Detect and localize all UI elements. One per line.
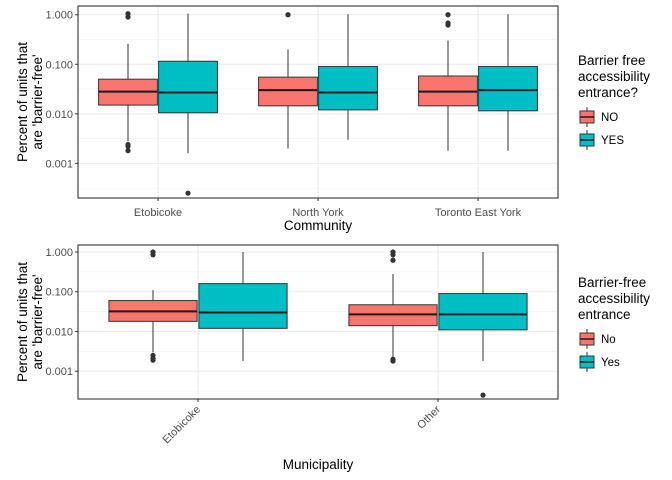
x-tick-label: North York [292, 207, 344, 219]
y-tick-label: 0.010 [45, 326, 73, 338]
outlier-point [445, 22, 451, 28]
x-axis-title: Community [284, 218, 353, 233]
y-axis-title-line: Percent of units that [15, 42, 30, 162]
legend-title-line: entrance [578, 307, 631, 322]
iqr-box [198, 283, 288, 329]
iqr-box [438, 293, 528, 331]
iqr-box [478, 66, 538, 112]
y-axis-title: Percent of units thatare 'barrier-free' [15, 42, 45, 162]
legend-title: Barrier free accessibility entrance? [578, 53, 650, 100]
outlier-point [185, 190, 191, 196]
legend-label: No [601, 334, 616, 346]
panel-border [77, 244, 559, 400]
x-tick-label: Other [415, 403, 443, 431]
legend-key-yes [579, 130, 595, 150]
outlier-point [390, 257, 396, 263]
legend-title-line: Barrier free [578, 53, 646, 68]
box-other-no [348, 249, 438, 364]
outlier-point [390, 252, 396, 258]
y-axis-title-line: are 'barrier-free' [30, 54, 45, 149]
iqr-box [258, 76, 318, 107]
box-etobicoke-yes [198, 251, 288, 362]
legend-label: Yes [601, 357, 620, 369]
y-tick-label: 0.100 [45, 59, 73, 71]
iqr-box [318, 66, 378, 111]
outlier-point [480, 392, 486, 398]
box-north-york-yes [318, 14, 378, 140]
legend-key-yes [579, 352, 595, 372]
legend-key-no [579, 329, 595, 349]
legend-key-no [579, 107, 595, 127]
outlier-point [125, 143, 131, 150]
legend-title-line: accessibility [578, 69, 650, 84]
outlier-point [125, 14, 131, 20]
y-tick-label: 0.001 [45, 366, 73, 378]
x-tick-label: Etobicoke [134, 207, 182, 219]
legend-title: Barrier-free accessibility entrance [578, 275, 650, 322]
legend-title-line: Barrier-free [578, 275, 646, 290]
box-other-yes [438, 251, 528, 398]
iqr-box [158, 60, 218, 114]
box-toronto-east-york-no [418, 12, 478, 151]
box-north-york-no [258, 12, 318, 149]
chart-panel-2: 1.000 0.100 0.010 0.001 Etobicoke Other Munici… [15, 244, 650, 472]
y-tick-label: 0.001 [45, 158, 73, 170]
y-tick-label: 1.000 [45, 10, 73, 22]
legend-label: YES [601, 135, 624, 147]
box-toronto-east-york-yes [478, 14, 538, 151]
x-tick-label: Toronto East York [435, 207, 522, 219]
legend: Barrier free accessibility entrance? NO YES [578, 53, 650, 150]
outlier-point [390, 358, 396, 364]
chart-panel-1: 1.000 0.100 0.010 0.001 Etobicoke North York T… [15, 5, 650, 233]
box-etobicoke-no [108, 249, 198, 363]
x-axis-title: Municipality [283, 457, 354, 472]
y-tick-label: 0.100 [45, 287, 73, 299]
legend-title-line: accessibility [578, 291, 650, 306]
outlier-point [445, 12, 451, 18]
y-axis-title: Percent of units thatare 'barrier-free' [15, 262, 45, 382]
y-axis-title-line: Percent of units that [15, 262, 30, 382]
y-tick-label: 1.000 [45, 247, 73, 259]
box-etobicoke-no [98, 11, 158, 154]
y-tick-label: 0.010 [45, 109, 73, 121]
outlier-point [150, 357, 156, 363]
legend-title-line: entrance? [578, 85, 638, 100]
outlier-point [285, 12, 291, 18]
legend-label: NO [601, 112, 618, 124]
legend: Barrier-free accessibility entrance No Yes [578, 275, 650, 372]
y-axis-title-line: are 'barrier-free' [30, 274, 45, 369]
outlier-point [125, 148, 131, 154]
x-tick-label: Etobicoke [160, 404, 203, 447]
box-etobicoke-yes [158, 13, 218, 196]
outlier-point [150, 252, 156, 258]
